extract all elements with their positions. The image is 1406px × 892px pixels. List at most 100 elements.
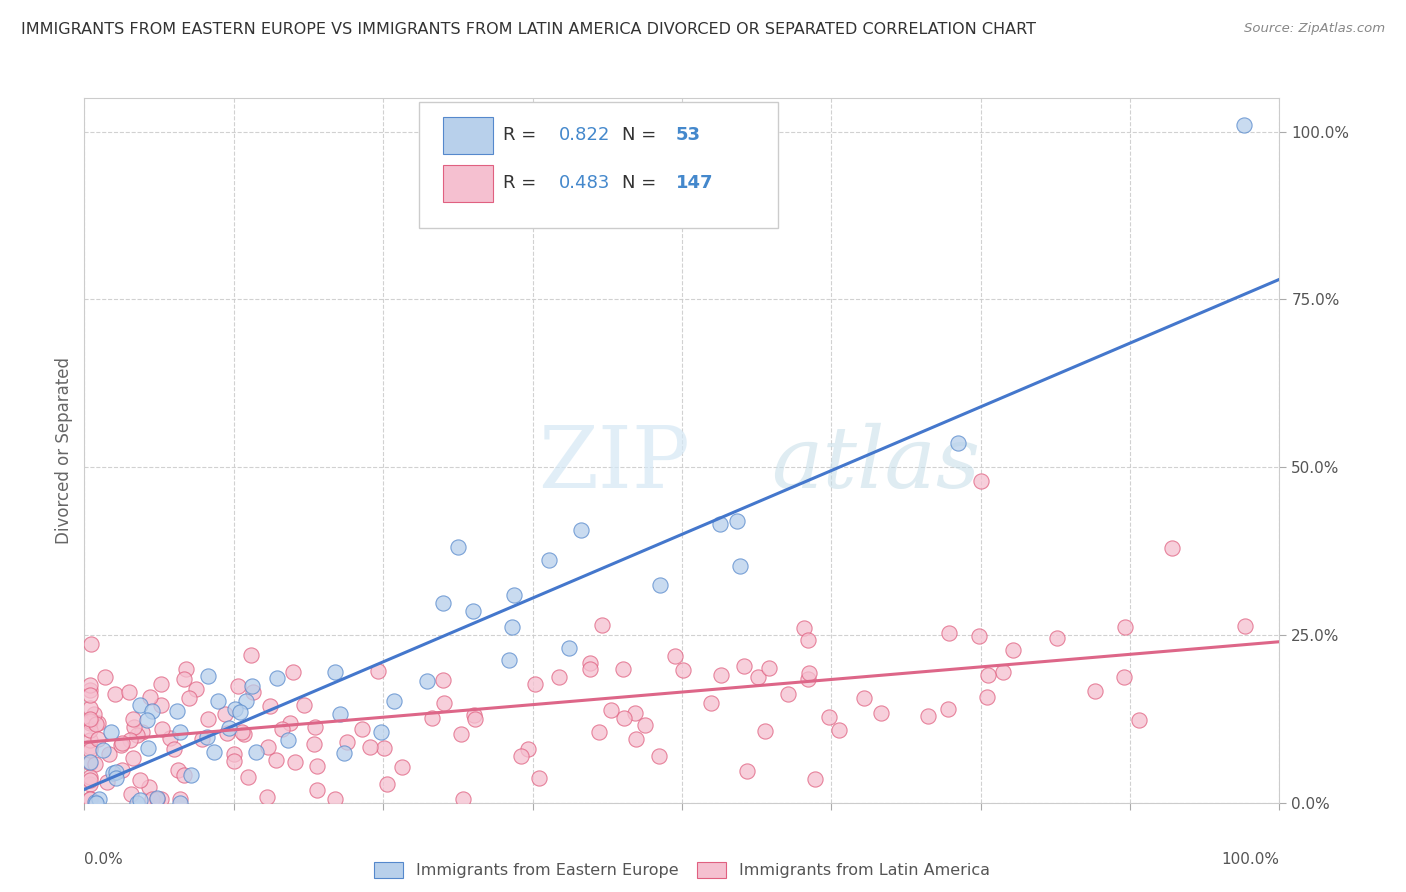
Point (799, 666, 821, 681)
Point (446, 541, 468, 555)
Point (118, 733, 141, 747)
Point (111, 736, 134, 750)
Point (305, 759, 328, 773)
Point (150, 698, 173, 713)
Point (270, 722, 292, 736)
Point (84, 795, 107, 809)
Point (367, 665, 389, 679)
Point (146, 791, 169, 805)
Point (626, 732, 648, 747)
Point (235, 693, 257, 707)
Point (503, 588, 526, 602)
Point (104, 771, 127, 785)
Point (110, 738, 132, 752)
Point (547, 670, 569, 684)
Point (461, 604, 484, 618)
Text: 0.0%: 0.0% (84, 852, 124, 867)
Point (226, 679, 249, 693)
Point (207, 694, 229, 708)
Point (600, 703, 623, 717)
Point (588, 725, 610, 739)
Point (96, 775, 118, 789)
Text: N =: N = (623, 175, 662, 193)
Point (524, 676, 547, 690)
Point (256, 789, 278, 804)
Point (420, 711, 443, 725)
Point (136, 740, 159, 755)
Point (359, 739, 381, 754)
Point (281, 665, 304, 679)
Point (700, 696, 723, 710)
Point (302, 738, 325, 752)
FancyBboxPatch shape (443, 117, 494, 153)
Point (111, 763, 134, 777)
FancyBboxPatch shape (419, 102, 778, 228)
Point (323, 792, 346, 806)
Point (797, 672, 820, 686)
Point (818, 710, 841, 724)
Point (138, 690, 160, 704)
Point (433, 696, 456, 710)
Point (967, 629, 990, 643)
Point (79, 714, 101, 729)
Point (993, 665, 1015, 679)
Text: ZIP: ZIP (538, 423, 690, 506)
Point (1112, 670, 1135, 684)
Point (352, 722, 374, 736)
Point (970, 474, 993, 488)
Text: 147: 147 (676, 175, 713, 193)
Point (803, 772, 825, 786)
Point (1002, 643, 1025, 657)
Point (977, 668, 1000, 682)
Point (238, 770, 260, 784)
Point (451, 792, 474, 806)
Point (796, 633, 818, 648)
Point (167, 764, 190, 778)
Point (853, 690, 876, 705)
Point (79, 792, 101, 806)
Text: 53: 53 (676, 127, 702, 145)
Point (948, 435, 970, 450)
Point (87, 715, 110, 730)
Point (141, 792, 163, 806)
Point (233, 726, 256, 740)
Point (391, 760, 413, 774)
Point (709, 517, 731, 532)
Point (191, 732, 214, 747)
Point (277, 733, 299, 747)
Point (450, 726, 472, 740)
Point (242, 684, 264, 698)
Point (118, 685, 141, 699)
Point (917, 708, 939, 723)
Point (224, 754, 246, 768)
Point (578, 657, 600, 671)
Point (197, 669, 219, 683)
Point (122, 712, 145, 726)
Legend: Immigrants from Eastern Europe, Immigrants from Latin America: Immigrants from Eastern Europe, Immigran… (366, 854, 998, 887)
Point (79, 732, 101, 747)
Point (569, 524, 592, 538)
Point (197, 712, 219, 726)
Point (416, 673, 439, 688)
Point (224, 702, 246, 716)
Point (176, 662, 198, 676)
Point (84, 796, 107, 810)
Point (432, 673, 454, 688)
Text: R =: R = (503, 127, 541, 145)
Point (222, 747, 245, 761)
Point (266, 671, 288, 685)
Point (120, 788, 142, 802)
Point (264, 753, 287, 767)
Point (79, 678, 101, 692)
Text: 100.0%: 100.0% (1222, 852, 1279, 867)
Point (733, 658, 755, 673)
Point (517, 742, 540, 756)
Point (150, 722, 173, 736)
Point (1161, 541, 1184, 555)
Point (150, 792, 173, 806)
Point (370, 725, 392, 739)
Point (336, 735, 359, 749)
Point (304, 720, 326, 734)
FancyBboxPatch shape (443, 165, 494, 202)
Point (936, 702, 959, 716)
